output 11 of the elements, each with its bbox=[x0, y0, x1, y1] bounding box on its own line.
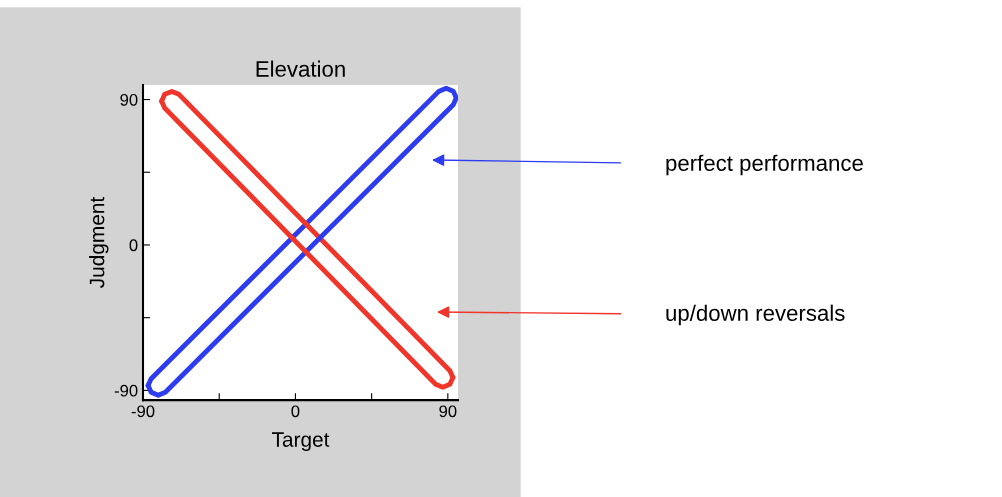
y-tick-label: 90 bbox=[120, 93, 138, 106]
text: up/down reversals bbox=[666, 304, 845, 326]
chart-title: Elevation bbox=[256, 60, 345, 77]
x-axis-title: Target bbox=[272, 432, 330, 452]
x-tick-label: 0 bbox=[291, 405, 300, 418]
text: perfect performance bbox=[666, 154, 863, 176]
y-tick-label: -90 bbox=[114, 384, 138, 397]
x-tick-label: -90 bbox=[131, 405, 155, 418]
x-tick-label: 90 bbox=[439, 405, 457, 418]
y-tick-label: 0 bbox=[129, 239, 138, 252]
y-axis-title: Judgment bbox=[89, 196, 109, 288]
